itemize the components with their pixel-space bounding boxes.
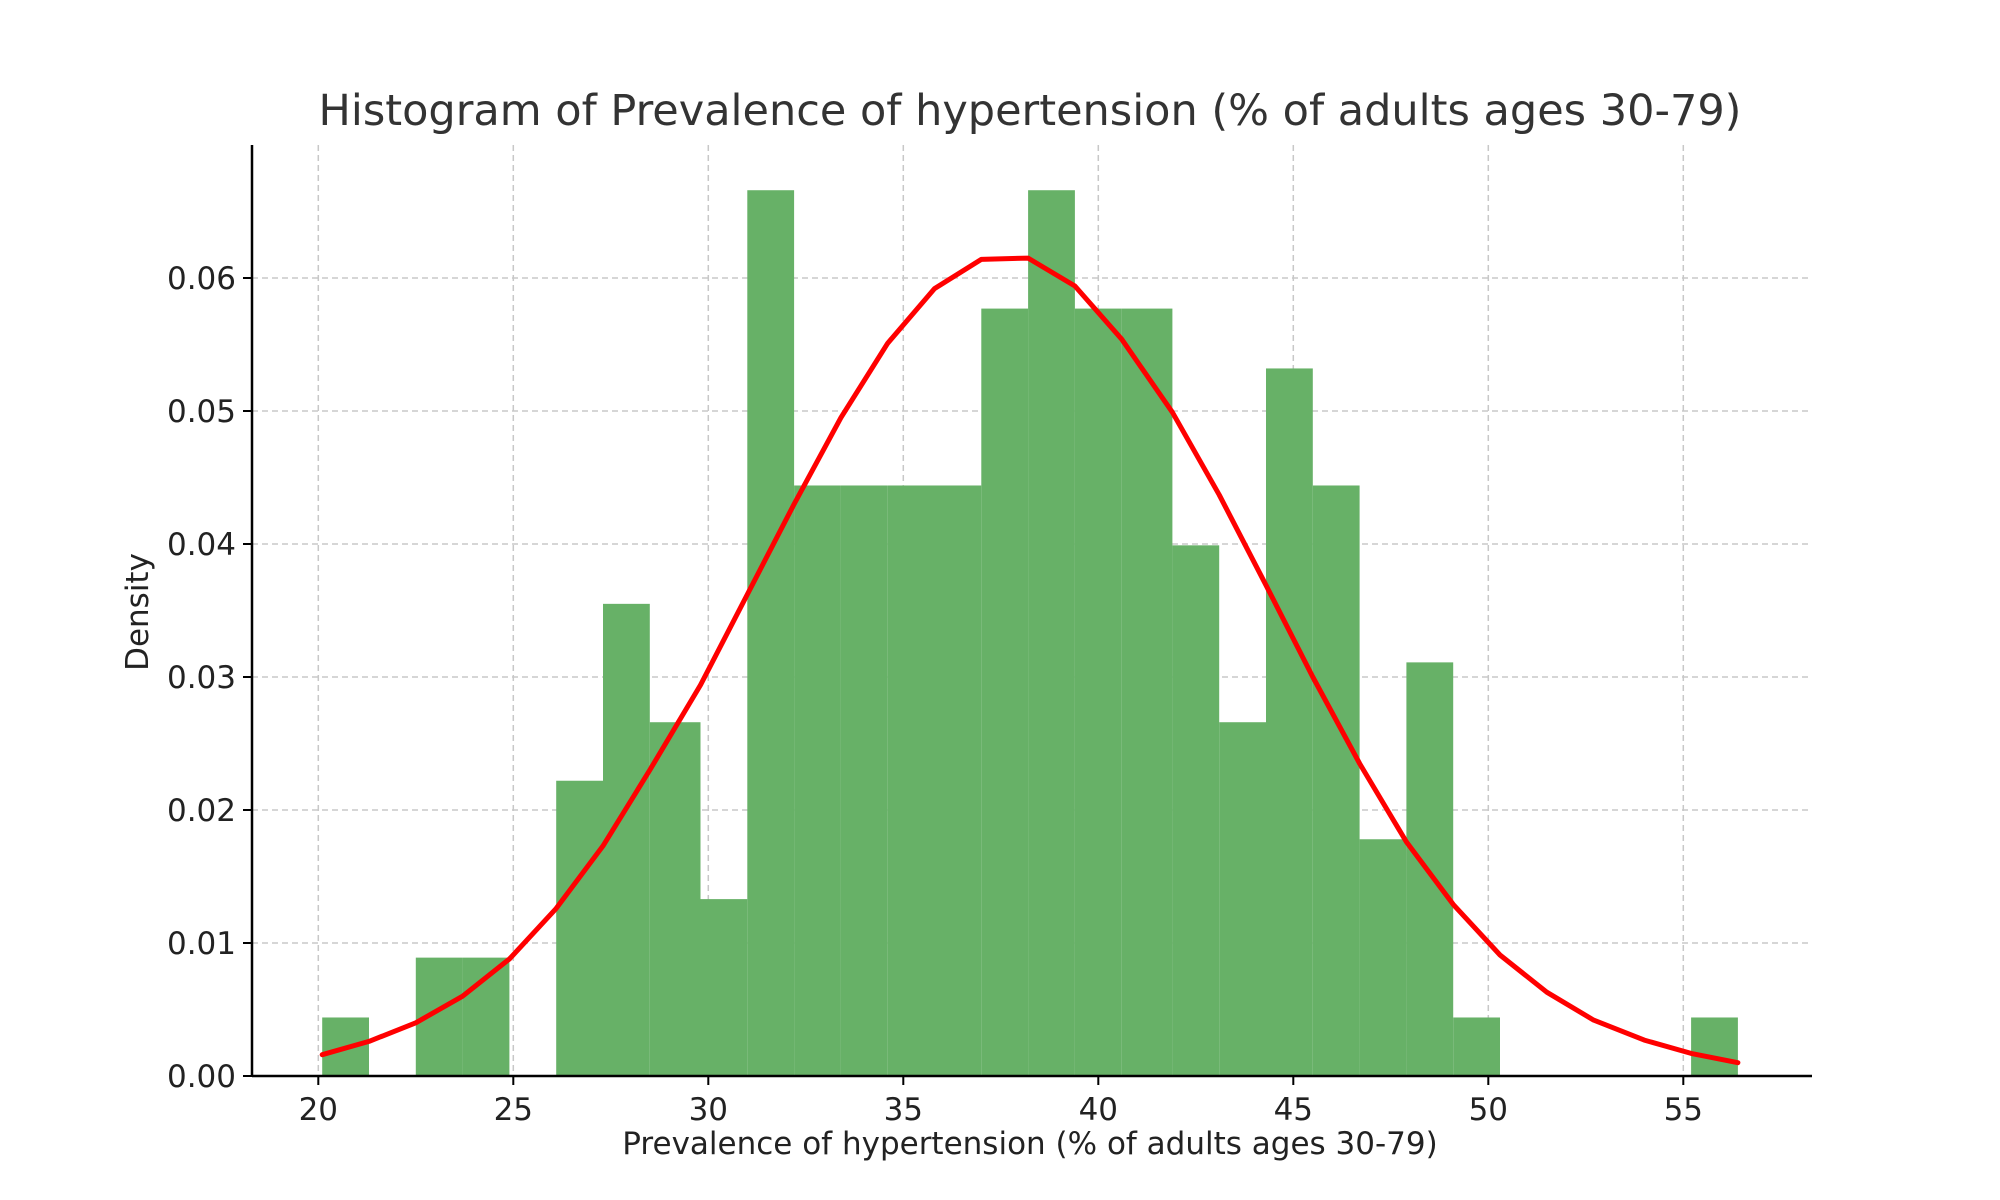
histogram-bar [1074,308,1122,1077]
chart-title: Histogram of Prevalence of hypertension … [319,86,1742,136]
tick-labels-layer: 20 25 30 35 40 45 50 55 0.00 0.01 0.02 0.03 0.04 0.05… [167,261,1703,1128]
y-tick-label: 0.03 [167,660,236,696]
histogram-bar [981,308,1029,1077]
histogram-bar [1691,1017,1738,1076]
histogram-bar [700,899,748,1076]
x-axis-label: Prevalence of hypertension (% of adults … [622,1126,1437,1162]
histogram-bar [1312,485,1360,1077]
x-tick-label: 20 [299,1092,338,1128]
y-axis-label: Density [120,553,156,671]
histogram-bar [887,485,935,1077]
histogram-bar [1359,839,1407,1076]
x-tick-label: 30 [689,1092,728,1128]
x-tick-label: 45 [1274,1092,1313,1128]
y-tick-label: 0.01 [167,926,236,962]
y-tick-label: 0.05 [167,394,236,430]
histogram-bar [1219,722,1266,1076]
histogram-bar [840,485,888,1077]
histogram-bar [1121,308,1173,1077]
y-tick-label: 0.00 [167,1059,236,1095]
histogram-bars [322,190,1738,1077]
density-curve [319,255,1741,1066]
y-tick-label: 0.04 [167,527,236,563]
histogram-bar [1453,1017,1500,1076]
histogram-bar [934,485,982,1077]
x-tick-label: 35 [884,1092,923,1128]
histogram-bar [747,190,795,1077]
density-curve-layer [319,255,1741,1066]
y-tick-label: 0.02 [167,793,236,829]
histogram-bar [794,485,841,1077]
histogram-bar [649,722,701,1076]
histogram-bar [1172,545,1220,1076]
x-tick-label: 40 [1079,1092,1118,1128]
histogram-bar [1028,190,1075,1077]
histogram-bar [603,603,650,1076]
x-tick-label: 25 [494,1092,533,1128]
histogram-bar [556,780,603,1076]
x-tick-label: 50 [1469,1092,1508,1128]
axes-layer [243,145,1812,1085]
y-tick-label: 0.06 [167,261,236,297]
x-tick-label: 55 [1664,1092,1703,1128]
histogram-bar [1266,368,1313,1076]
